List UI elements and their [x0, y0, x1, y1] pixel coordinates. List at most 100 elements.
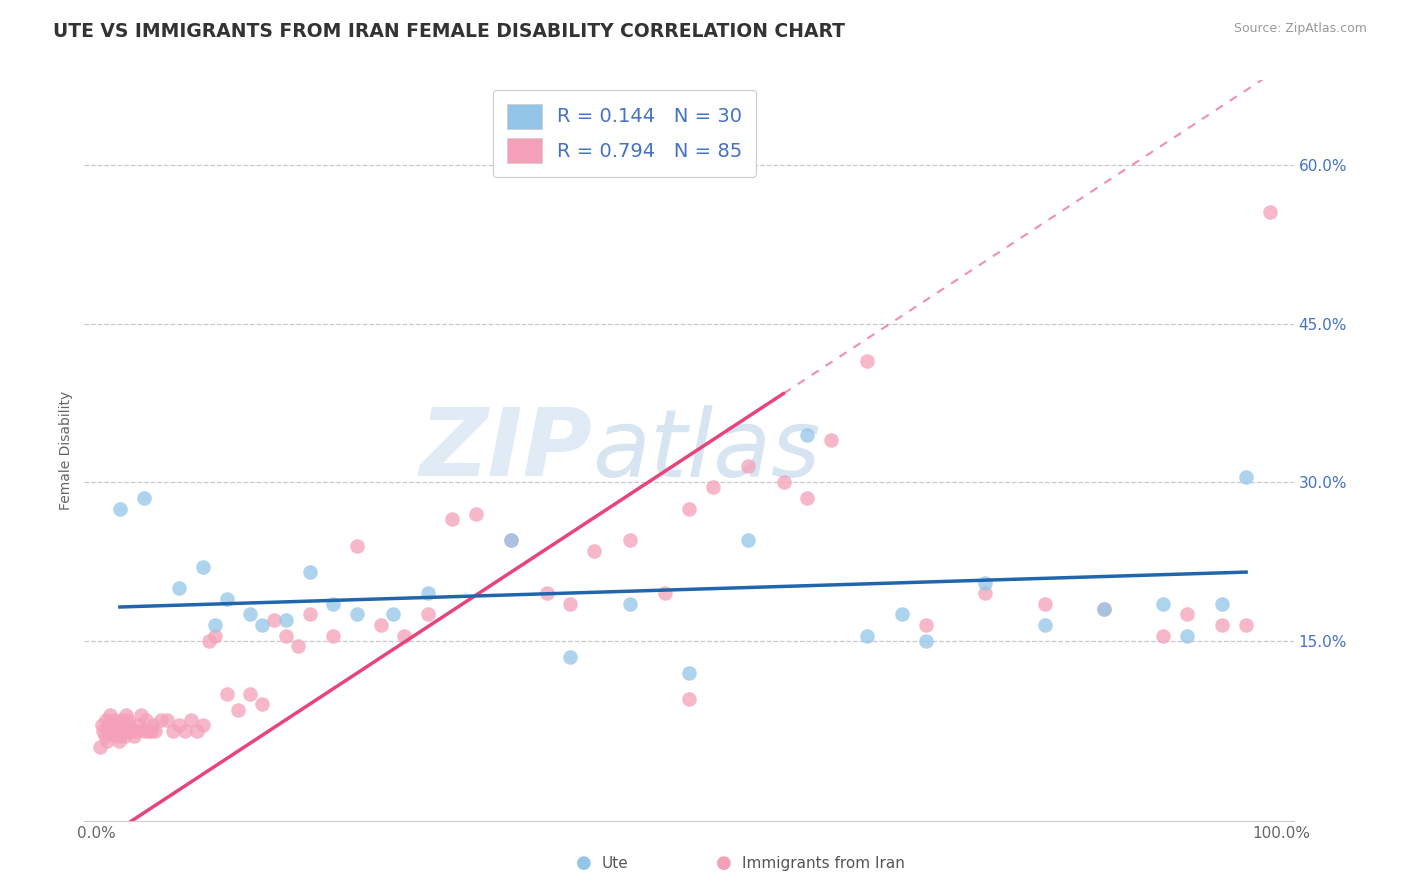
- Point: [108, 501, 131, 516]
- Point: [974, 586, 997, 600]
- Point: [1033, 618, 1056, 632]
- Point: [167, 581, 190, 595]
- Point: [855, 353, 877, 368]
- Point: [115, 723, 138, 738]
- Point: [250, 698, 273, 712]
- Point: [150, 713, 173, 727]
- Point: [145, 723, 167, 738]
- Point: [1175, 607, 1198, 622]
- Point: [322, 597, 344, 611]
- Point: [654, 586, 676, 600]
- Point: [346, 539, 368, 553]
- Text: Ute: Ute: [602, 856, 628, 871]
- Point: [112, 723, 135, 738]
- Point: [619, 597, 641, 611]
- Point: [98, 718, 121, 732]
- Point: [142, 718, 165, 732]
- Point: [501, 533, 523, 548]
- Point: [239, 687, 262, 701]
- Point: [93, 729, 115, 743]
- Point: [191, 559, 214, 574]
- Point: [186, 723, 208, 738]
- Point: [121, 723, 143, 738]
- Point: [915, 618, 938, 632]
- Point: [250, 618, 273, 632]
- Point: [94, 713, 117, 727]
- Point: [162, 723, 184, 738]
- Point: [198, 633, 221, 648]
- Point: [418, 586, 440, 600]
- Text: ●: ●: [716, 855, 733, 872]
- Point: [97, 723, 120, 738]
- Point: [915, 633, 938, 648]
- Point: [263, 613, 285, 627]
- Point: [138, 723, 160, 738]
- Point: [440, 512, 463, 526]
- Point: [215, 687, 238, 701]
- Point: [274, 613, 297, 627]
- Point: [772, 475, 794, 490]
- Point: [239, 607, 262, 622]
- Point: [1211, 618, 1233, 632]
- Point: [228, 703, 250, 717]
- Point: [346, 607, 368, 622]
- Point: [464, 507, 486, 521]
- Point: [322, 628, 344, 642]
- Point: [1234, 618, 1257, 632]
- Point: [583, 544, 606, 558]
- Point: [89, 739, 111, 754]
- Point: [560, 649, 582, 664]
- Point: [737, 533, 759, 548]
- Point: [91, 718, 114, 732]
- Point: [974, 575, 997, 590]
- Text: ●: ●: [575, 855, 592, 872]
- Point: [678, 501, 700, 516]
- Point: [204, 628, 226, 642]
- Point: [103, 713, 125, 727]
- Point: [678, 692, 700, 706]
- Point: [120, 723, 142, 738]
- Point: [1092, 602, 1115, 616]
- Point: [118, 718, 141, 732]
- Point: [115, 707, 138, 722]
- Point: [274, 628, 297, 642]
- Point: [107, 718, 129, 732]
- Point: [117, 713, 139, 727]
- Point: [191, 718, 214, 732]
- Point: [122, 729, 145, 743]
- Point: [101, 718, 124, 732]
- Text: Source: ZipAtlas.com: Source: ZipAtlas.com: [1233, 22, 1367, 36]
- Point: [536, 586, 558, 600]
- Point: [96, 734, 118, 748]
- Point: [128, 718, 150, 732]
- Point: [702, 481, 724, 495]
- Point: [796, 427, 818, 442]
- Point: [678, 665, 700, 680]
- Point: [501, 533, 523, 548]
- Point: [381, 607, 404, 622]
- Point: [619, 533, 641, 548]
- Text: UTE VS IMMIGRANTS FROM IRAN FEMALE DISABILITY CORRELATION CHART: UTE VS IMMIGRANTS FROM IRAN FEMALE DISAB…: [53, 22, 845, 41]
- Point: [105, 729, 128, 743]
- Point: [100, 707, 122, 722]
- Point: [132, 723, 155, 738]
- Point: [114, 729, 136, 743]
- Point: [129, 707, 152, 722]
- Point: [132, 491, 155, 505]
- Point: [108, 729, 131, 743]
- Point: [820, 433, 842, 447]
- Point: [1175, 628, 1198, 642]
- Point: [107, 734, 129, 748]
- Point: [125, 723, 148, 738]
- Legend: R = 0.144   N = 30, R = 0.794   N = 85: R = 0.144 N = 30, R = 0.794 N = 85: [494, 90, 756, 177]
- Y-axis label: Female Disability: Female Disability: [59, 391, 73, 510]
- Point: [1258, 205, 1281, 219]
- Point: [204, 618, 226, 632]
- Point: [737, 459, 759, 474]
- Point: [135, 713, 157, 727]
- Point: [1234, 470, 1257, 484]
- Point: [156, 713, 179, 727]
- Point: [215, 591, 238, 606]
- Point: [180, 713, 202, 727]
- Point: [298, 607, 321, 622]
